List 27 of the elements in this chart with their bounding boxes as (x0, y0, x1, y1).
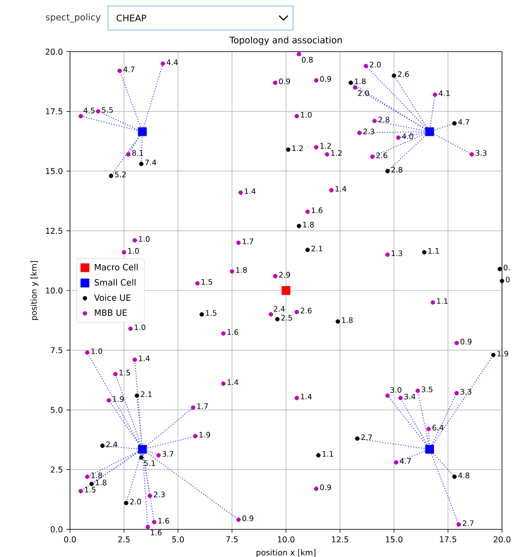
x-tick-label: 0.0 (64, 536, 76, 542)
x-tick-label: 12.5 (332, 536, 348, 542)
y-tick-label: 15.0 (46, 168, 62, 174)
x-tick-label: 20.0 (494, 536, 510, 542)
x-tick-label: 7.5 (226, 536, 238, 542)
x-tick-label: 2.5 (118, 536, 130, 542)
legend-label: Macro Cell (94, 264, 138, 270)
text: spect_policy (46, 14, 101, 22)
legend-label: MBB UE (94, 310, 127, 316)
text: CHEAP (116, 14, 146, 22)
legend-label: Small Cell (94, 279, 136, 286)
x-tick-label: 15.0 (386, 536, 402, 542)
y-tick-label: 5.0 (50, 406, 62, 413)
y-tick-label: 2.5 (50, 466, 62, 473)
x-tick-label: 5.0 (172, 536, 184, 542)
x-tick-label: 10.0 (278, 536, 294, 542)
y-tick-label: 7.5 (50, 347, 62, 354)
y-tick-label: 12.5 (46, 228, 62, 234)
y-tick-label: 17.5 (46, 108, 62, 114)
legend-label: Voice UE (94, 294, 130, 301)
y-tick-label: 10.0 (46, 287, 62, 294)
x-tick-label: 17.5 (440, 536, 456, 542)
x-axis-title: position x [km] (256, 549, 316, 557)
y-tick-label: 0.0 (50, 526, 62, 532)
y-tick-label: 20.0 (46, 48, 62, 55)
y-axis-title: position y [km] (30, 261, 38, 320)
chart-title: Topology and association (229, 36, 342, 46)
